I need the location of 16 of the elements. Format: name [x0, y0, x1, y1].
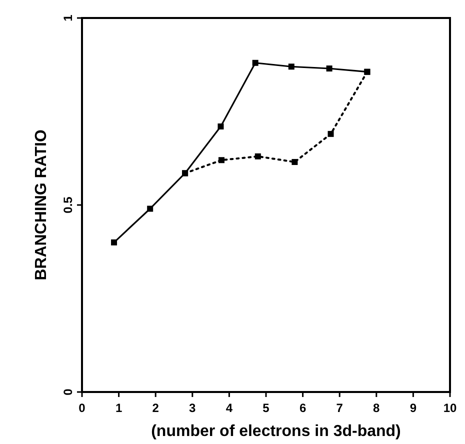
x-tick-label: 6 — [299, 401, 306, 415]
x-tick-label: 2 — [152, 401, 160, 415]
x-tick-label: 9 — [410, 401, 417, 415]
x-tick-label: 7 — [336, 401, 344, 415]
y-tick-label: 0.5 — [61, 196, 75, 214]
x-tick-label: 4 — [226, 401, 233, 415]
y-tick-label: 0 — [61, 388, 75, 396]
x-tick-label: 3 — [189, 401, 196, 415]
x-tick-label: 0 — [78, 401, 86, 415]
x-tick-label: 5 — [262, 401, 270, 415]
x-axis-title: (number of electrons in 3d-band) — [151, 423, 401, 440]
x-tick-label: 8 — [373, 401, 380, 415]
y-axis-title: BRANCHING RATIO — [33, 130, 50, 280]
x-tick-label: 1 — [115, 401, 122, 415]
y-tick-label: 1 — [61, 14, 75, 22]
x-tick-label: 10 — [443, 401, 457, 415]
